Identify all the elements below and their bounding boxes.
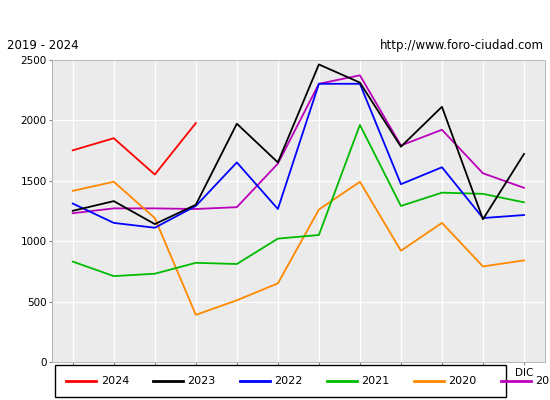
Text: 2021: 2021	[361, 376, 389, 386]
Text: 2020: 2020	[448, 376, 476, 386]
Text: 2019 - 2024: 2019 - 2024	[7, 39, 78, 52]
Text: 2024: 2024	[101, 376, 129, 386]
Text: 2022: 2022	[274, 376, 303, 386]
Text: 2023: 2023	[188, 376, 216, 386]
Text: Evolucion Nº Turistas Extranjeros en el municipio de Salt: Evolucion Nº Turistas Extranjeros en el …	[68, 8, 482, 23]
Text: http://www.foro-ciudad.com: http://www.foro-ciudad.com	[379, 39, 543, 52]
Text: 2019: 2019	[535, 376, 550, 386]
